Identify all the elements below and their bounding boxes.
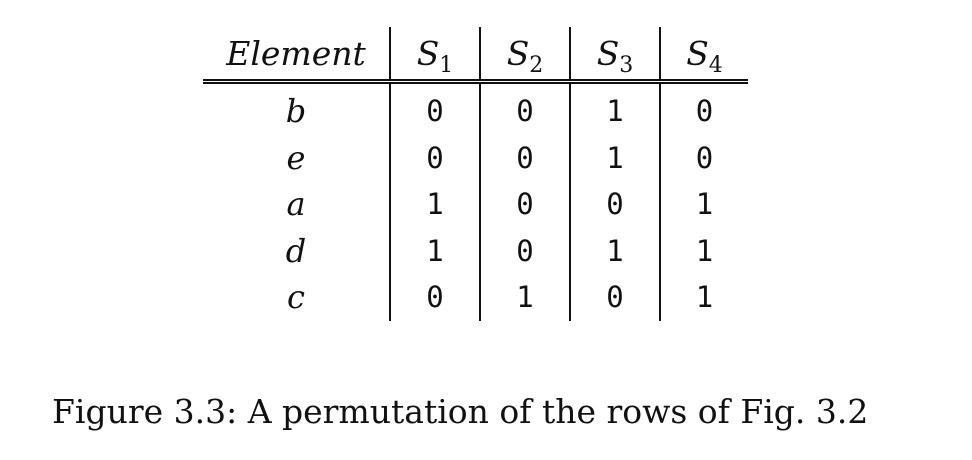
- header-set-4-subscript: 4: [708, 52, 723, 78]
- header-set-1-letter: S: [416, 33, 440, 73]
- cell-value: 0: [569, 274, 660, 321]
- permutation-table: Element S1 S2 S3 S4 b 0 0: [203, 27, 748, 321]
- header-set-3-letter: S: [596, 33, 620, 73]
- table-row: d 1 0 1 1: [203, 227, 748, 274]
- cell-value: 1: [569, 227, 660, 274]
- cell-value: 0: [569, 181, 660, 228]
- cell-value: 1: [569, 81, 660, 135]
- table-header-row: Element S1 S2 S3 S4: [203, 27, 748, 84]
- cell-value: 0: [479, 134, 570, 181]
- header-element: Element: [203, 27, 390, 84]
- row-element: a: [286, 185, 306, 224]
- figure-caption: Figure 3.3: A permutation of the rows of…: [52, 392, 869, 431]
- cell-value: 0: [389, 81, 480, 135]
- header-element-label: Element: [226, 33, 366, 73]
- cell-value: 0: [479, 181, 570, 228]
- cell-value: 0: [659, 81, 748, 135]
- header-set-2: S2: [479, 27, 570, 84]
- header-set-2-letter: S: [506, 33, 530, 73]
- table-row: b 0 0 1 0: [203, 81, 748, 135]
- cell-value: 1: [659, 227, 748, 274]
- table-row: e 0 0 1 0: [203, 134, 748, 181]
- cell-value: 0: [389, 274, 480, 321]
- cell-value: 1: [569, 134, 660, 181]
- row-element: c: [287, 278, 305, 317]
- table-row: a 1 0 0 1: [203, 181, 748, 228]
- cell-value: 1: [389, 181, 480, 228]
- cell-value: 0: [659, 134, 748, 181]
- header-set-3-subscript: 3: [619, 52, 634, 78]
- cell-value: 0: [479, 227, 570, 274]
- header-set-4-letter: S: [686, 33, 709, 73]
- header-set-4: S4: [659, 27, 748, 84]
- header-set-3: S3: [569, 27, 660, 84]
- cell-value: 1: [389, 227, 480, 274]
- row-element: b: [285, 92, 307, 131]
- cell-value: 1: [479, 274, 570, 321]
- cell-value: 1: [659, 181, 748, 228]
- header-set-1-subscript: 1: [439, 52, 454, 78]
- table-row: c 0 1 0 1: [203, 274, 748, 321]
- header-set-2-subscript: 2: [529, 52, 544, 78]
- row-element: e: [286, 138, 306, 177]
- header-set-1: S1: [389, 27, 480, 84]
- cell-value: 0: [389, 134, 480, 181]
- row-element: d: [285, 231, 307, 270]
- cell-value: 0: [479, 81, 570, 135]
- cell-value: 1: [659, 274, 748, 321]
